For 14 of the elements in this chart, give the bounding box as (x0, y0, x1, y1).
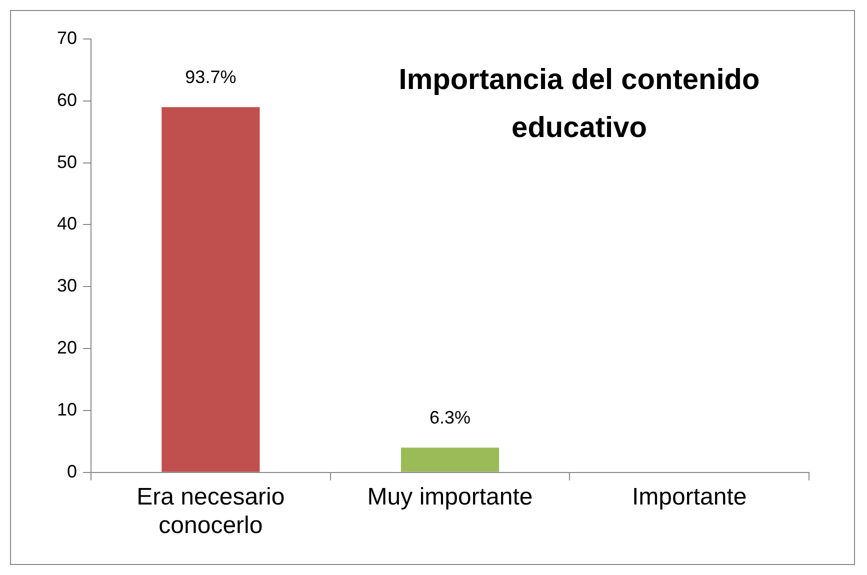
x-tick-label: Muy importante (367, 483, 533, 510)
y-tick-label: 40 (56, 214, 78, 234)
y-tick-label: 10 (56, 399, 78, 420)
y-tick-label: 60 (56, 90, 78, 110)
y-tick-label: 70 (56, 28, 78, 48)
y-tick-label: 0 (67, 461, 78, 482)
x-tick-label: Importante (632, 483, 747, 510)
y-tick-label: 20 (56, 338, 78, 358)
x-tick-label: Era necesario conocerlo (136, 483, 285, 540)
annotation: 93.7% (185, 67, 236, 88)
y-tick-label: 30 (56, 276, 78, 296)
y-tick-label: 50 (56, 152, 78, 172)
text: Importancia del contenido educativo (398, 64, 760, 144)
annotation: 6.3% (429, 408, 471, 428)
